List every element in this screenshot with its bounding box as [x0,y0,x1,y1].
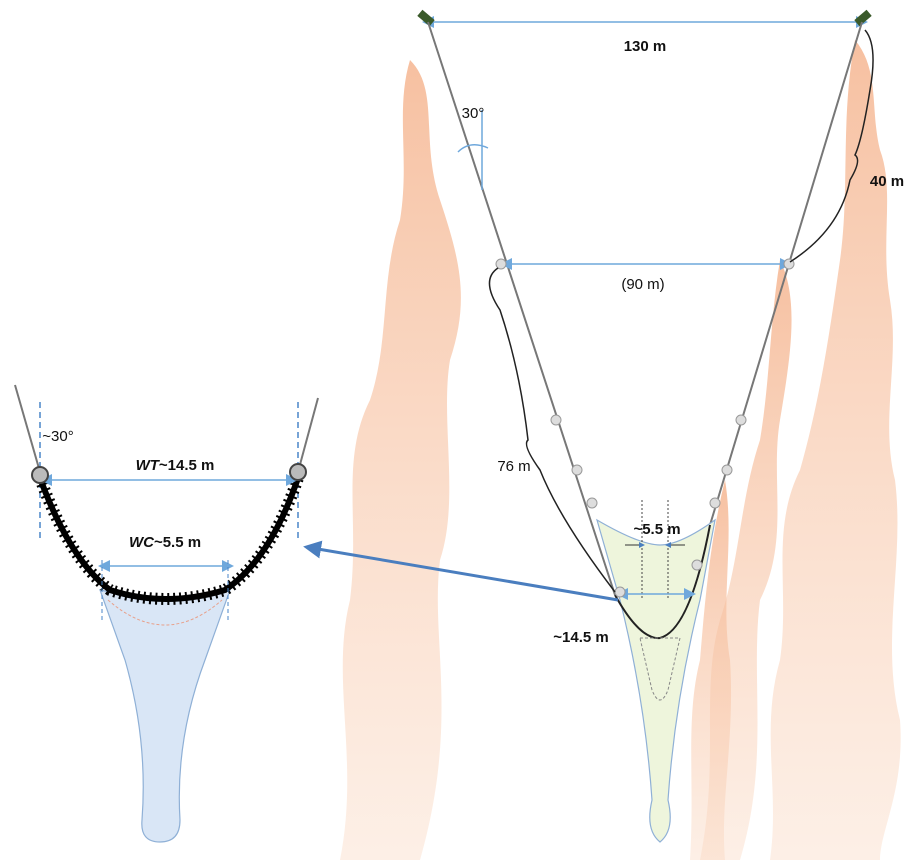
symbol: WT [136,457,161,474]
value: ~5.5 m [154,534,201,551]
main-trawl [417,9,874,843]
label: ~30° [42,428,73,445]
label: 76 m [497,458,530,475]
label: (90 m) [621,276,664,293]
pointer-arrow [303,540,619,602]
detail-net [14,384,319,843]
value: ~14.5 m [159,457,214,474]
label: 40 m [870,173,904,190]
label: WC~5.5 m [129,534,201,551]
label: ~14.5 m [553,629,608,646]
label: ~5.5 m [633,521,680,538]
symbol: WC [129,534,155,551]
label: 130 m [624,38,667,55]
label: WT~14.5 m [136,457,215,474]
label: 30° [462,105,485,122]
echo-plumes [340,40,901,860]
